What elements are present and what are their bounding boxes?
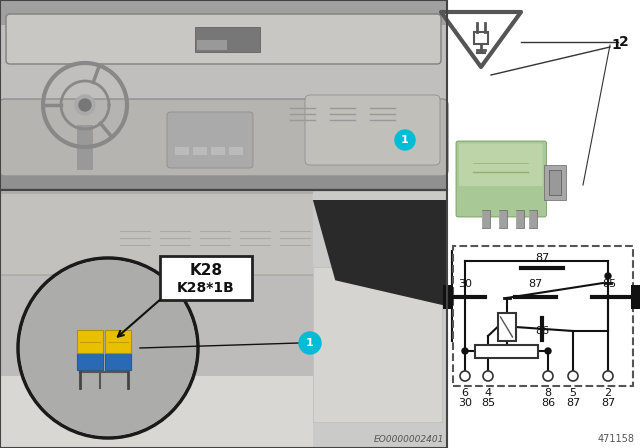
FancyBboxPatch shape xyxy=(456,141,547,217)
FancyBboxPatch shape xyxy=(0,193,416,275)
Bar xyxy=(77,330,103,353)
Bar xyxy=(545,165,566,200)
Text: 30: 30 xyxy=(458,398,472,408)
Text: 86: 86 xyxy=(535,326,549,336)
Bar xyxy=(105,353,131,370)
Bar xyxy=(453,246,633,386)
Circle shape xyxy=(543,371,553,381)
Circle shape xyxy=(75,95,95,115)
Bar xyxy=(197,40,227,50)
Text: 5: 5 xyxy=(570,388,577,398)
Bar xyxy=(499,210,507,228)
Bar xyxy=(516,210,524,228)
Bar xyxy=(0,170,447,190)
Text: 2: 2 xyxy=(604,388,612,398)
FancyBboxPatch shape xyxy=(0,99,448,176)
Bar xyxy=(497,313,515,341)
Text: 6: 6 xyxy=(461,388,468,398)
Text: 87: 87 xyxy=(528,279,542,289)
Bar xyxy=(160,256,252,300)
Circle shape xyxy=(483,371,493,381)
Text: 1: 1 xyxy=(306,338,314,348)
Circle shape xyxy=(460,371,470,381)
Bar xyxy=(0,0,447,25)
Bar xyxy=(0,190,447,448)
Text: K28: K28 xyxy=(189,263,223,278)
Circle shape xyxy=(20,260,196,436)
Text: 471158: 471158 xyxy=(598,434,635,444)
Bar xyxy=(313,267,442,422)
Polygon shape xyxy=(441,12,521,67)
Text: 87: 87 xyxy=(566,398,580,408)
Bar xyxy=(77,125,93,170)
Text: 87: 87 xyxy=(535,253,549,263)
Bar xyxy=(475,345,538,358)
Circle shape xyxy=(545,348,551,354)
Bar xyxy=(105,330,131,353)
Bar xyxy=(0,190,447,448)
Circle shape xyxy=(299,332,321,354)
Circle shape xyxy=(18,258,198,438)
Bar xyxy=(529,210,537,228)
Bar xyxy=(211,147,225,155)
Text: 8: 8 xyxy=(545,388,552,398)
Circle shape xyxy=(79,99,91,111)
Bar xyxy=(0,0,447,190)
Bar xyxy=(229,147,243,155)
Text: 85: 85 xyxy=(481,398,495,408)
Bar xyxy=(549,170,561,195)
Bar xyxy=(313,190,447,448)
Bar xyxy=(443,284,453,309)
Bar xyxy=(447,0,640,448)
Circle shape xyxy=(603,371,613,381)
FancyBboxPatch shape xyxy=(459,143,543,186)
Text: 4: 4 xyxy=(484,388,492,398)
Bar xyxy=(175,147,189,155)
Text: 87: 87 xyxy=(601,398,615,408)
Circle shape xyxy=(462,348,468,354)
Text: EO0000002401: EO0000002401 xyxy=(374,435,444,444)
Bar xyxy=(193,147,207,155)
Bar xyxy=(77,353,103,370)
Bar xyxy=(482,210,490,228)
Bar xyxy=(453,252,631,340)
Circle shape xyxy=(395,130,415,150)
Circle shape xyxy=(568,371,578,381)
Text: 86: 86 xyxy=(541,398,555,408)
Polygon shape xyxy=(313,200,447,306)
FancyBboxPatch shape xyxy=(305,95,440,165)
Text: 2: 2 xyxy=(619,35,629,49)
FancyBboxPatch shape xyxy=(167,112,253,168)
Text: 1: 1 xyxy=(401,135,409,145)
Bar xyxy=(631,284,640,309)
Text: 30: 30 xyxy=(458,279,472,289)
Text: K28*1B: K28*1B xyxy=(177,281,235,295)
Text: 85: 85 xyxy=(603,279,617,289)
Circle shape xyxy=(605,273,611,279)
Bar xyxy=(0,376,447,448)
Bar xyxy=(195,27,260,52)
Bar xyxy=(474,32,488,44)
Bar xyxy=(0,0,447,190)
Text: 1: 1 xyxy=(611,38,621,52)
FancyBboxPatch shape xyxy=(6,14,441,64)
